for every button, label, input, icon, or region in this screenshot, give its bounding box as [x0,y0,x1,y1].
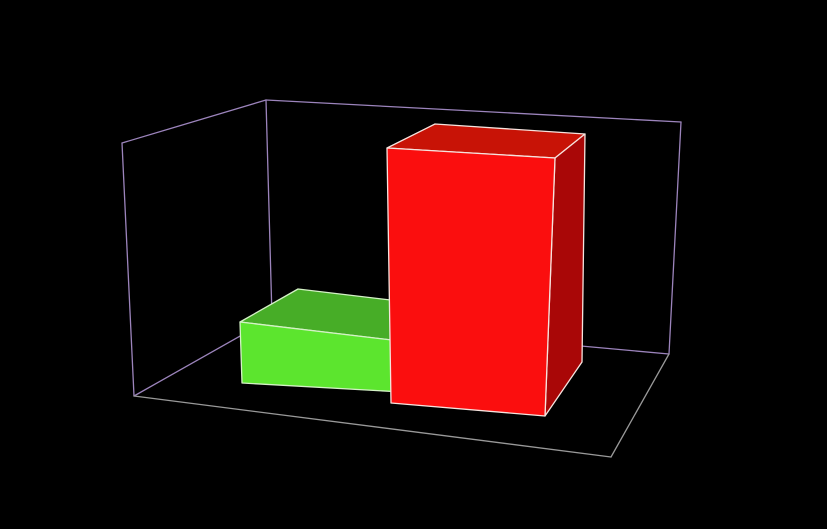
axis-edge-vertical-left [121,142,135,397]
axis-edge-floor-front-left [133,395,612,458]
axis-edge-top-left [121,99,267,144]
red-bar-front-face [386,147,556,417]
axis-edge-floor-front-right [610,353,670,458]
axis-edge-vertical-back [265,99,273,319]
red-bar [386,123,586,417]
axis-edge-vertical-right [668,121,682,355]
axis-edge-top-right [265,99,682,123]
